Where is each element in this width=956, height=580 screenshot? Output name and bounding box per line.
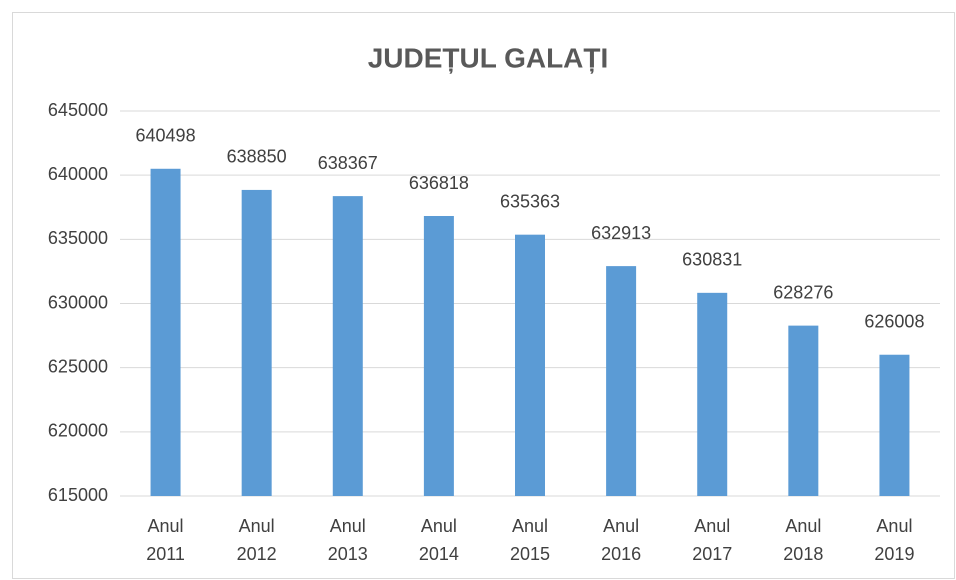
bar xyxy=(606,266,637,496)
x-tick-label: Anul 2017 xyxy=(692,516,733,564)
bar xyxy=(423,216,454,497)
value-label: 640498 xyxy=(136,126,196,146)
x-tick-label: Anul 2014 xyxy=(418,516,459,564)
y-tick-label: 640000 xyxy=(48,164,108,184)
bar xyxy=(788,325,819,496)
bar xyxy=(241,189,272,497)
bar xyxy=(150,168,181,496)
value-label: 628276 xyxy=(773,282,833,302)
value-label: 635363 xyxy=(500,191,560,211)
bar xyxy=(515,234,545,496)
y-tick-label: 625000 xyxy=(48,356,108,376)
x-tick-label: Anul 2012 xyxy=(236,516,277,564)
value-label: 636818 xyxy=(409,173,469,193)
bar xyxy=(879,354,910,496)
x-tick-label: Anul 2019 xyxy=(874,516,915,564)
x-tick-label: Anul 2013 xyxy=(327,516,368,564)
x-tick-label: Anul 2018 xyxy=(783,516,824,564)
value-label: 638367 xyxy=(318,153,378,173)
y-tick-label: 635000 xyxy=(48,228,108,248)
value-label: 632913 xyxy=(591,223,651,243)
y-tick-label: 630000 xyxy=(48,292,108,312)
chart-title: JUDEȚUL GALAȚI xyxy=(368,42,609,73)
value-label: 626008 xyxy=(864,311,924,331)
y-tick-label: 645000 xyxy=(48,100,108,120)
bar xyxy=(697,292,728,496)
bar xyxy=(332,196,363,496)
value-label: 638850 xyxy=(227,147,287,167)
y-tick-label: 615000 xyxy=(48,485,108,505)
x-tick-label: Anul 2011 xyxy=(146,516,185,564)
x-tick-label: Anul 2016 xyxy=(601,516,642,564)
x-tick-label: Anul 2015 xyxy=(509,516,551,564)
value-label: 630831 xyxy=(682,250,742,270)
y-tick-label: 620000 xyxy=(48,421,108,441)
